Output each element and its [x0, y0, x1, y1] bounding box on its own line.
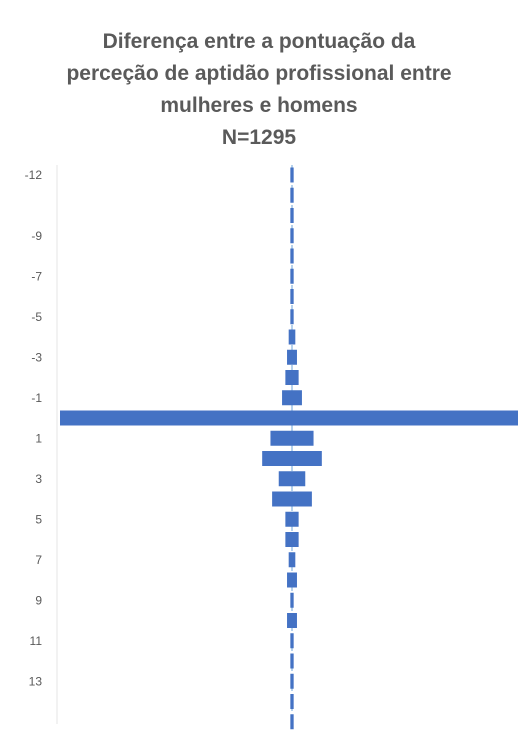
- bar--3: [287, 349, 297, 365]
- bar--4: [288, 329, 296, 345]
- bar--1: [282, 390, 302, 406]
- bar--5: [290, 309, 294, 325]
- bar--6: [290, 289, 294, 304]
- y-tick-label: 9: [35, 593, 42, 607]
- y-tick-label: -7: [31, 269, 42, 283]
- bar-12: [290, 653, 294, 669]
- bar-0: [60, 410, 518, 426]
- y-tick-label: -1: [31, 391, 42, 405]
- bar-11: [290, 633, 294, 649]
- bar--8: [290, 248, 294, 264]
- bar--2: [285, 370, 299, 385]
- y-tick-label: 7: [35, 553, 42, 567]
- y-tick-label: 13: [29, 674, 43, 688]
- bar-2: [262, 451, 322, 466]
- bar-8: [287, 572, 297, 588]
- chart-title-line-3: mulheres e homens: [160, 94, 358, 117]
- chart-title-line-1: Diferença entre a pontuação da: [102, 30, 416, 53]
- y-tick-label: 5: [35, 512, 42, 526]
- y-tick-label: 1: [35, 431, 42, 445]
- y-tick-label: -5: [31, 310, 42, 324]
- bar-5: [285, 511, 299, 527]
- bar--9: [290, 228, 294, 244]
- y-tick-label: 3: [35, 472, 42, 486]
- bar--12: [290, 167, 294, 183]
- chart-title-line-2: perceção de aptidão profissional entre: [66, 62, 452, 85]
- bar--7: [290, 268, 294, 284]
- bar-9: [290, 592, 294, 608]
- bar-15: [290, 714, 294, 730]
- bar--10: [290, 208, 294, 223]
- y-tick-label: -3: [31, 350, 42, 364]
- bar-10: [287, 613, 297, 628]
- bar-3: [278, 471, 306, 487]
- bar-4: [272, 491, 312, 507]
- y-tick-label: -12: [25, 168, 43, 182]
- bar-7: [288, 552, 296, 568]
- y-tick-label: -9: [31, 229, 42, 243]
- bar-6: [285, 532, 299, 547]
- chart-subtitle-n: N=1295: [221, 126, 297, 149]
- bar--11: [290, 187, 294, 203]
- y-tick-label: 11: [30, 634, 43, 648]
- bar-1: [270, 430, 314, 446]
- bar-13: [290, 673, 294, 689]
- bar-14: [290, 694, 294, 709]
